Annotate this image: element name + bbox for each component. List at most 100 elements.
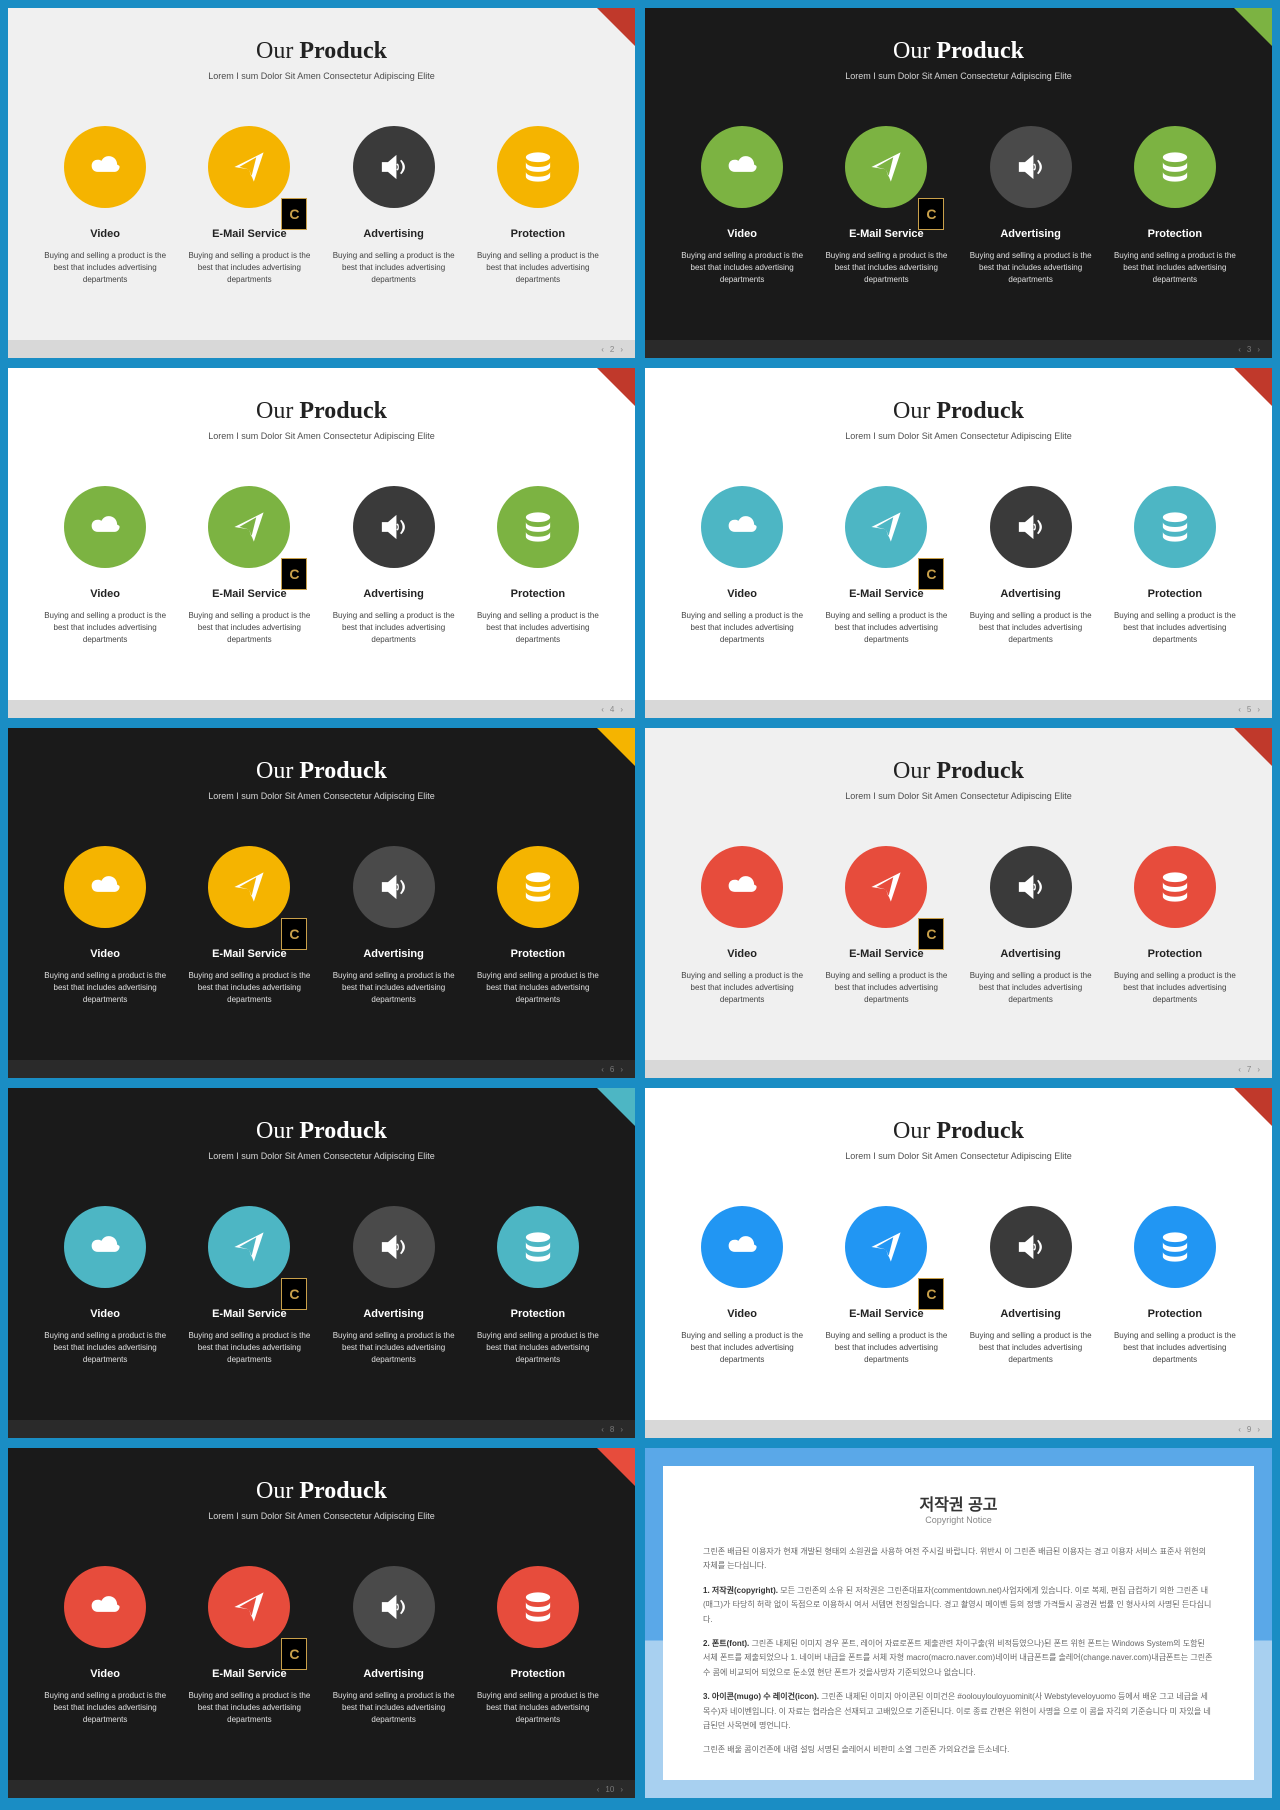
nav-prev-icon[interactable]: ‹ [1238,1065,1241,1074]
items-row: Video Buying and selling a product is the… [675,126,1242,286]
speaker-icon-circle [353,1206,435,1288]
product-item: ProtectionBuying and selling a product i… [1108,486,1242,646]
item-description: Buying and selling a product is the best… [182,1330,316,1366]
item-label: Advertising [964,228,1098,240]
item-description: Buying and selling a product is the best… [38,610,172,646]
product-slide: Our ProduckLorem I sum Dolor Sit Amen Co… [8,728,635,1078]
item-label: Advertising [327,588,461,600]
slide-subtitle: Lorem I sum Dolor Sit Amen Consectetur A… [675,1151,1242,1161]
stack-icon-circle [1134,126,1216,208]
slide-subtitle: Lorem I sum Dolor Sit Amen Consectetur A… [38,1511,605,1521]
item-label: Video [38,1668,172,1680]
nav-prev-icon[interactable]: ‹ [601,705,604,714]
corner-decoration [597,728,635,766]
product-item: VideoBuying and selling a product is the… [38,1206,172,1366]
stack-icon-circle [1134,846,1216,928]
plane-icon-circle [845,1206,927,1288]
items-row: Video Buying and selling a product is the… [38,846,605,1006]
nav-prev-icon[interactable]: ‹ [1238,345,1241,354]
stack-icon-circle [497,1566,579,1648]
corner-decoration [597,1448,635,1486]
product-slide: Our ProduckLorem I sum Dolor Sit Amen Co… [645,8,1272,358]
item-description: Buying and selling a product is the best… [1108,1330,1242,1366]
slide-subtitle: Lorem I sum Dolor Sit Amen Consectetur A… [675,431,1242,441]
product-item: ProtectionBuying and selling a product i… [471,486,605,646]
nav-next-icon[interactable]: › [620,345,623,354]
speaker-icon-circle [353,486,435,568]
slide-footer: ‹ 6 › [8,1060,635,1078]
product-item: Video Buying and selling a product is the… [675,126,809,286]
slide-footer: ‹ 7 › [645,1060,1272,1078]
speaker-icon-circle [353,846,435,928]
items-row: Video Buying and selling a product is the… [675,486,1242,646]
item-description: Buying and selling a product is the best… [964,970,1098,1006]
nav-prev-icon[interactable]: ‹ [601,1425,604,1434]
product-item: ProtectionBuying and selling a product i… [471,1206,605,1366]
nav-next-icon[interactable]: › [620,1065,623,1074]
item-description: Buying and selling a product is the best… [38,1690,172,1726]
item-label: Video [675,228,809,240]
item-label: Protection [1108,228,1242,240]
copyright-notice-slide: 저작권 공고Copyright Notice그린존 배급된 이용자가 현재 개발… [645,1448,1272,1798]
item-description: Buying and selling a product is the best… [38,970,172,1006]
nav-next-icon[interactable]: › [620,705,623,714]
item-description: Buying and selling a product is the best… [471,1330,605,1366]
items-row: Video Buying and selling a product is the… [38,1566,605,1726]
speaker-icon-circle [990,846,1072,928]
plane-icon-circle [208,126,290,208]
slide-title: Our Produck [38,758,605,785]
page-number: 6 [610,1065,614,1074]
slide-title: Our Produck [675,1118,1242,1145]
item-description: Buying and selling a product is the best… [327,610,461,646]
items-row: VideoBuying and selling a product is the… [38,126,605,286]
slide-subtitle: Lorem I sum Dolor Sit Amen Consectetur A… [675,71,1242,81]
nav-next-icon[interactable]: › [1257,1425,1260,1434]
stack-icon-circle [497,846,579,928]
corner-decoration [1234,1088,1272,1126]
item-description: Buying and selling a product is the best… [819,610,953,646]
slide-title: Our Produck [38,1478,605,1505]
notice-paragraph: 3. 아이콘(mugo) 수 레이건(icon). 그린존 내제된 이미지 아이… [703,1690,1214,1733]
notice-body: 그린존 배급된 이용자가 현재 개발된 형태의 소원권을 사용하 여전 주시길 … [703,1545,1214,1758]
item-description: Buying and selling a product is the best… [964,610,1098,646]
slide-title: Our Produck [38,38,605,65]
page-number: 8 [610,1425,614,1434]
contents-badge: C [281,198,307,230]
nav-prev-icon[interactable]: ‹ [1238,705,1241,714]
nav-prev-icon[interactable]: ‹ [601,1065,604,1074]
speaker-icon-circle [990,1206,1072,1288]
product-slide: Our ProduckLorem I sum Dolor Sit Amen Co… [8,1088,635,1438]
item-label: Video [38,1308,172,1320]
nav-next-icon[interactable]: › [1257,705,1260,714]
item-label: Video [38,948,172,960]
product-item: VideoBuying and selling a product is the… [675,846,809,1006]
product-item: CE-Mail ServiceBuying and selling a prod… [819,126,953,286]
nav-prev-icon[interactable]: ‹ [1238,1425,1241,1434]
notice-panel: 저작권 공고Copyright Notice그린존 배급된 이용자가 현재 개발… [663,1466,1254,1780]
item-description: Buying and selling a product is the best… [675,250,809,286]
nav-prev-icon[interactable]: ‹ [601,345,604,354]
contents-badge: C [918,1278,944,1310]
page-number: 7 [1247,1065,1251,1074]
product-item: AdvertisingBuying and selling a product … [964,1206,1098,1366]
page-number: 10 [605,1785,614,1794]
nav-next-icon[interactable]: › [1257,1065,1260,1074]
item-label: Video [675,588,809,600]
slide-title: Our Produck [38,1118,605,1145]
nav-prev-icon[interactable]: ‹ [597,1785,600,1794]
product-item: AdvertisingBuying and selling a product … [964,126,1098,286]
product-item: CE-Mail ServiceBuying and selling a prod… [182,846,316,1006]
corner-decoration [1234,728,1272,766]
nav-next-icon[interactable]: › [620,1785,623,1794]
item-description: Buying and selling a product is the best… [964,1330,1098,1366]
item-description: Buying and selling a product is the best… [327,1330,461,1366]
item-description: Buying and selling a product is the best… [327,250,461,286]
plane-icon-circle [208,1206,290,1288]
slide-title: Our Produck [38,398,605,425]
slide-footer: ‹2› [8,340,635,358]
nav-next-icon[interactable]: › [620,1425,623,1434]
product-slide: Our ProduckLorem I sum Dolor Sit Amen Co… [645,368,1272,718]
product-item: Video Buying and selling a product is the… [38,1566,172,1726]
nav-next-icon[interactable]: › [1257,345,1260,354]
item-label: Protection [471,588,605,600]
